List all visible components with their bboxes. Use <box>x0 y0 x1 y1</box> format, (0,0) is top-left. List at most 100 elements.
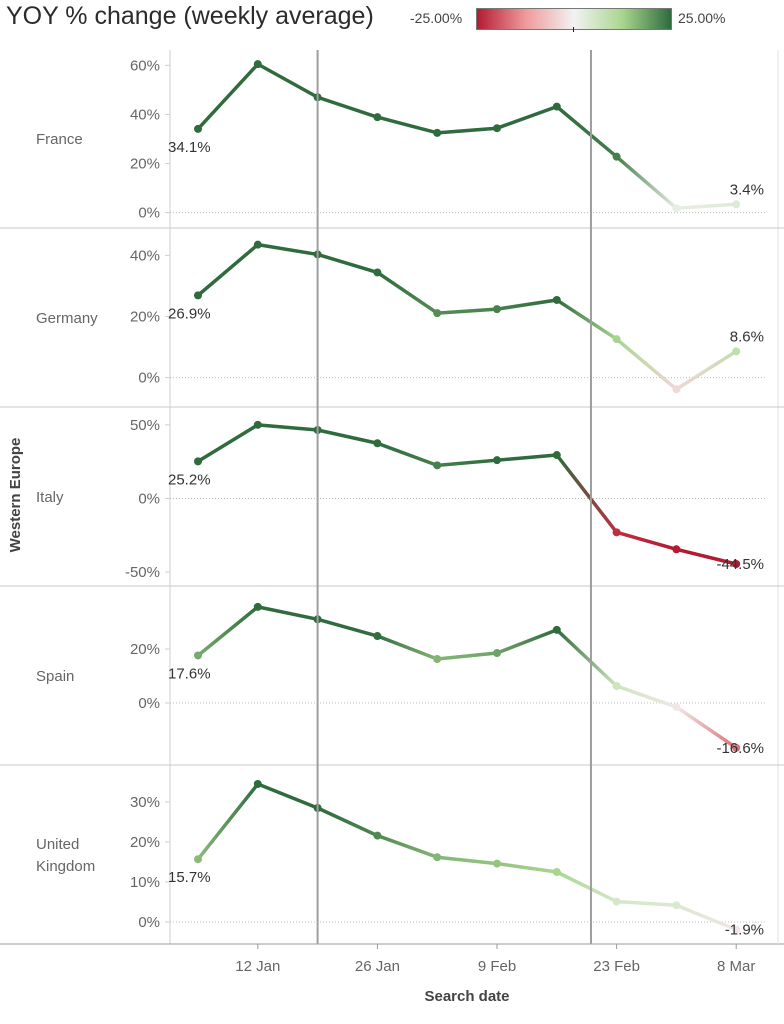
data-point <box>672 385 681 394</box>
series-line-segment <box>614 684 679 709</box>
data-point <box>493 456 501 465</box>
data-point <box>552 625 561 634</box>
data-point <box>552 102 561 111</box>
series-line-segment <box>614 154 679 210</box>
y-tick-label: 0% <box>138 914 160 931</box>
end-value-label: -16.6% <box>716 740 764 757</box>
data-point <box>493 859 501 868</box>
series-line-segment <box>674 349 738 391</box>
panel-italy: Italy 50% 0% -50% 25.2% -44.5% <box>0 406 784 581</box>
y-tick-label: 20% <box>130 641 160 658</box>
data-point <box>253 420 262 429</box>
series-line-segment <box>495 104 559 130</box>
series-line-segment <box>315 428 380 445</box>
series-line-segment <box>196 782 260 861</box>
color-legend-max-label: 25.00% <box>678 10 726 26</box>
data-point <box>194 855 202 864</box>
series-line-segment <box>256 423 320 432</box>
x-tick-label: 8 Mar <box>717 958 755 975</box>
series-line-segment <box>495 628 559 655</box>
series-line-segment <box>196 62 260 131</box>
row-label: Germany <box>36 310 98 327</box>
y-tick-label: 40% <box>130 106 160 123</box>
data-point <box>732 743 741 752</box>
data-point <box>732 347 741 356</box>
data-point <box>373 268 382 277</box>
data-point <box>612 335 621 344</box>
series-line-segment <box>196 605 260 658</box>
series-line-segment <box>435 307 499 315</box>
series-line-segment <box>555 453 619 535</box>
data-point <box>732 200 741 209</box>
data-point <box>194 291 202 300</box>
series-line-segment <box>435 458 499 468</box>
color-legend-gradient-bar[interactable] <box>476 8 672 30</box>
x-tick-label: 26 Jan <box>355 958 400 975</box>
series-line-segment <box>196 242 260 298</box>
panel-spain: Spain 20% 0% 17.6% -16.6% <box>0 585 784 757</box>
series-line-segment <box>495 861 559 874</box>
color-legend-min-label: -25.00% <box>410 10 463 26</box>
data-point <box>732 560 741 569</box>
chart-title: YOY % change (weekly average) <box>6 2 374 30</box>
y-tick-label: 20% <box>130 308 160 325</box>
row-label: France <box>36 131 83 148</box>
data-point <box>194 124 202 133</box>
series-line-segment <box>375 441 439 468</box>
start-value-label: 25.2% <box>168 471 211 488</box>
x-tick-label: 23 Feb <box>593 958 640 975</box>
data-point <box>612 897 621 906</box>
data-point <box>433 853 442 862</box>
series-line-segment <box>315 617 380 638</box>
series-line-segment <box>674 202 738 210</box>
series-line-segment <box>375 115 439 135</box>
data-point <box>552 868 561 876</box>
data-point <box>433 309 442 318</box>
series-line-segment <box>435 651 499 661</box>
data-point <box>373 113 382 122</box>
series-line-segment <box>435 126 499 135</box>
data-point <box>194 651 202 660</box>
series-line-segment <box>375 634 439 661</box>
data-point <box>433 654 442 663</box>
data-point <box>373 632 382 641</box>
series-line-segment <box>256 62 320 100</box>
series-line-segment <box>315 806 380 838</box>
series-line-segment <box>256 782 320 810</box>
end-value-label: 8.6% <box>730 328 764 345</box>
data-point <box>373 439 382 448</box>
data-point <box>253 780 262 788</box>
series-line-segment <box>495 298 559 311</box>
data-point <box>253 60 262 69</box>
series-line-segment <box>495 453 559 462</box>
data-point <box>493 649 501 658</box>
series-line-segment <box>315 95 380 119</box>
series-line-segment <box>256 242 320 257</box>
color-legend-zero-tick <box>573 27 574 32</box>
data-point <box>612 681 621 690</box>
x-tick-label: 9 Feb <box>478 958 516 975</box>
y-tick-label: 60% <box>130 57 160 74</box>
y-tick-label: 0% <box>138 205 160 222</box>
y-tick-label: 20% <box>130 834 160 851</box>
y-tick-label: 20% <box>130 156 160 173</box>
series-line-segment <box>674 705 738 750</box>
y-tick-label: 10% <box>130 874 160 891</box>
start-value-label: 34.1% <box>168 139 211 156</box>
series-line-segment <box>256 605 320 622</box>
data-point <box>194 457 202 466</box>
data-point <box>493 124 501 133</box>
y-group-label: Western Europe <box>7 438 24 553</box>
series-line-segment <box>375 833 439 859</box>
series-line-segment <box>555 104 619 159</box>
data-point <box>552 451 561 460</box>
end-value-label: 3.4% <box>730 181 764 198</box>
x-axis-title: Search date <box>424 988 509 1005</box>
end-value-label: -1.9% <box>725 922 764 939</box>
series-line-segment <box>674 547 738 566</box>
end-value-label: -44.5% <box>716 556 764 573</box>
series-line-segment <box>435 855 499 866</box>
series-line-segment <box>375 270 439 315</box>
row-label: Spain <box>36 668 74 685</box>
